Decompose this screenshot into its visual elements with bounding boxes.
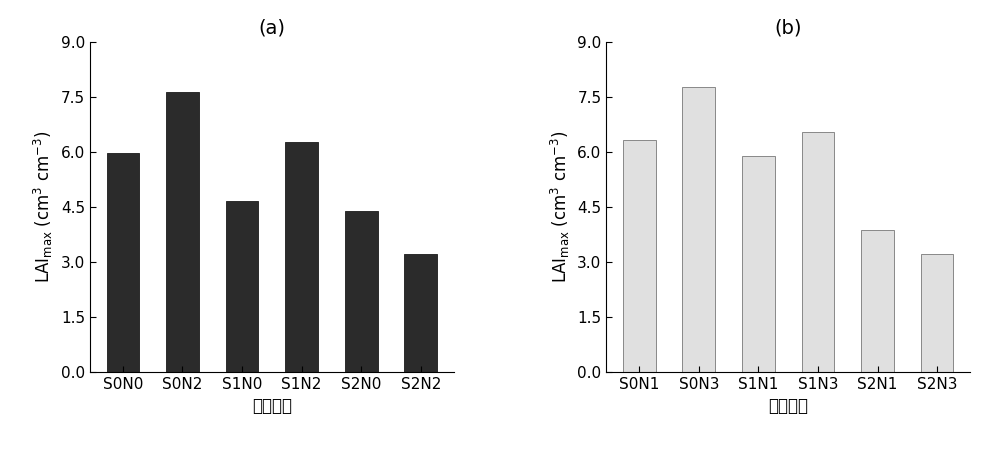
X-axis label: 实验处理: 实验处理 bbox=[768, 398, 808, 415]
Bar bbox=[404, 254, 437, 372]
Bar bbox=[742, 156, 775, 372]
Title: (b): (b) bbox=[774, 19, 802, 38]
Title: (a): (a) bbox=[258, 19, 285, 38]
Bar bbox=[861, 230, 894, 372]
Bar bbox=[285, 142, 318, 372]
Bar bbox=[682, 86, 715, 372]
Bar bbox=[345, 211, 378, 372]
Bar bbox=[166, 93, 199, 372]
Bar bbox=[226, 201, 258, 372]
Bar bbox=[921, 254, 953, 372]
Bar bbox=[623, 140, 656, 372]
Bar bbox=[802, 132, 834, 372]
Y-axis label: LAI$_\mathrm{max}$ (cm$^3$ cm$^{-3}$): LAI$_\mathrm{max}$ (cm$^3$ cm$^{-3}$) bbox=[549, 131, 572, 283]
X-axis label: 实验处理: 实验处理 bbox=[252, 398, 292, 415]
Y-axis label: LAI$_\mathrm{max}$ (cm$^3$ cm$^{-3}$): LAI$_\mathrm{max}$ (cm$^3$ cm$^{-3}$) bbox=[32, 131, 55, 283]
Bar bbox=[107, 153, 139, 372]
